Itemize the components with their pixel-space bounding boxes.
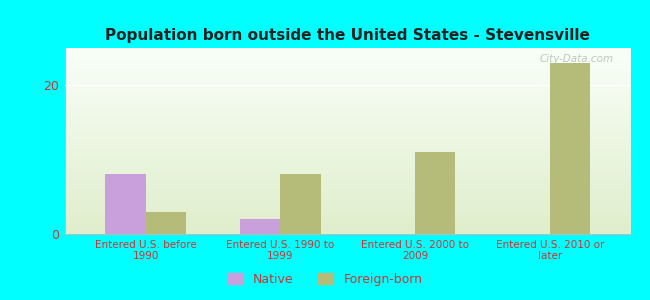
Bar xyxy=(280,175,321,234)
Text: City-Data.com: City-Data.com xyxy=(540,54,614,64)
Bar xyxy=(240,219,280,234)
Bar xyxy=(550,63,590,234)
Bar xyxy=(105,175,146,234)
Bar xyxy=(415,152,456,234)
Legend: Native, Foreign-born: Native, Foreign-born xyxy=(223,268,427,291)
Title: Population born outside the United States - Stevensville: Population born outside the United State… xyxy=(105,28,590,43)
Bar xyxy=(146,212,186,234)
